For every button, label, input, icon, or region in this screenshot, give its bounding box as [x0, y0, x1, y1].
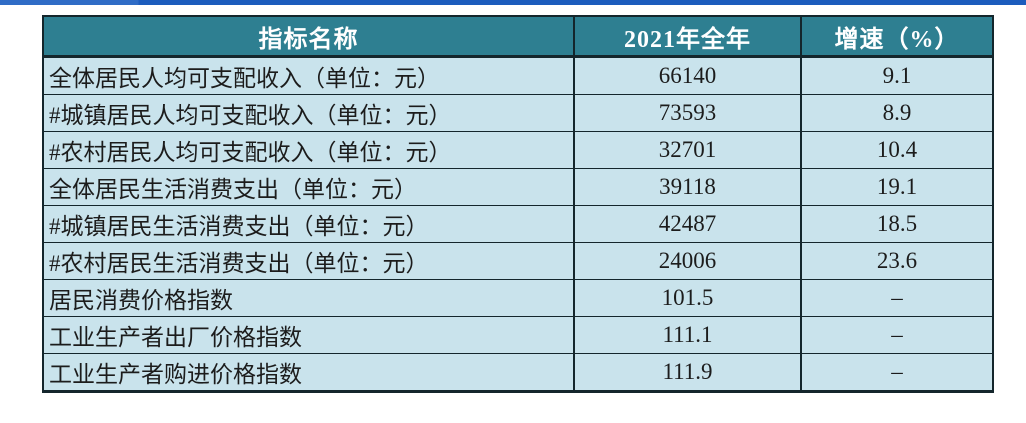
growth-cell: 19.1 [800, 168, 994, 206]
table-row: #城镇居民生活消费支出（单位：元） 42487 18.5 [42, 205, 994, 243]
value-cell: 32701 [573, 131, 802, 169]
value-cell: 39118 [573, 168, 802, 206]
growth-cell: 8.9 [800, 94, 994, 132]
table-row: 工业生产者购进价格指数 111.9 – [42, 353, 994, 393]
table-header-row: 指标名称 2021年全年 增速（%） [42, 15, 994, 58]
table-row: 全体居民人均可支配收入（单位：元） 66140 9.1 [42, 56, 994, 95]
column-header-value: 2021年全年 [573, 15, 802, 58]
value-cell: 111.1 [573, 316, 802, 354]
indicator-cell: #城镇居民人均可支配收入（单位：元） [42, 94, 575, 132]
indicator-cell: 居民消费价格指数 [42, 279, 575, 317]
top-accent-bar [0, 0, 1026, 5]
indicator-cell: 全体居民生活消费支出（单位：元） [42, 168, 575, 206]
table-row: 居民消费价格指数 101.5 – [42, 279, 994, 317]
value-cell: 24006 [573, 242, 802, 280]
indicator-cell: 工业生产者购进价格指数 [42, 353, 575, 393]
table-row: #农村居民生活消费支出（单位：元） 24006 23.6 [42, 242, 994, 280]
growth-cell: – [800, 353, 994, 393]
indicator-cell: 工业生产者出厂价格指数 [42, 316, 575, 354]
column-header-growth: 增速（%） [800, 15, 994, 58]
table-row: 工业生产者出厂价格指数 111.1 – [42, 316, 994, 354]
column-header-indicator: 指标名称 [42, 15, 575, 58]
indicator-cell: #农村居民人均可支配收入（单位：元） [42, 131, 575, 169]
table-row: 全体居民生活消费支出（单位：元） 39118 19.1 [42, 168, 994, 206]
value-cell: 101.5 [573, 279, 802, 317]
growth-cell: 10.4 [800, 131, 994, 169]
value-cell: 73593 [573, 94, 802, 132]
indicator-cell: #城镇居民生活消费支出（单位：元） [42, 205, 575, 243]
growth-cell: 18.5 [800, 205, 994, 243]
indicator-cell: 全体居民人均可支配收入（单位：元） [42, 56, 575, 95]
growth-cell: – [800, 316, 994, 354]
value-cell: 111.9 [573, 353, 802, 393]
indicators-table: 指标名称 2021年全年 增速（%） 全体居民人均可支配收入（单位：元） 661… [42, 15, 994, 393]
growth-cell: 9.1 [800, 56, 994, 95]
table-row: #城镇居民人均可支配收入（单位：元） 73593 8.9 [42, 94, 994, 132]
growth-cell: 23.6 [800, 242, 994, 280]
table-row: #农村居民人均可支配收入（单位：元） 32701 10.4 [42, 131, 994, 169]
value-cell: 42487 [573, 205, 802, 243]
indicator-cell: #农村居民生活消费支出（单位：元） [42, 242, 575, 280]
value-cell: 66140 [573, 56, 802, 95]
growth-cell: – [800, 279, 994, 317]
